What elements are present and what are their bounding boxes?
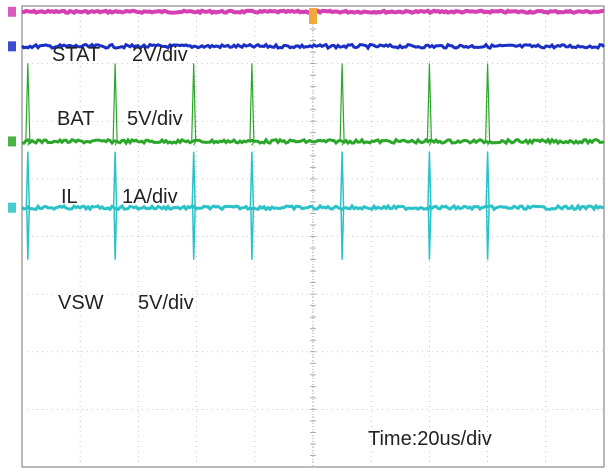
il-ground-marker: [8, 136, 16, 147]
bat-trace: [20, 42, 606, 51]
vsw-spike: [249, 151, 255, 260]
il-channel-name: IL: [61, 186, 78, 208]
il-channel-scale: 1A/div: [122, 186, 178, 208]
stat-channel-scale: 2V/div: [132, 44, 188, 66]
vsw-spike: [112, 151, 118, 260]
channel-markers: [8, 6, 317, 213]
il-spike: [426, 63, 433, 146]
bat-ground-marker: [8, 41, 16, 52]
il-spike: [25, 63, 31, 146]
vsw-spike: [485, 151, 490, 260]
vsw-spike: [191, 151, 196, 260]
timebase-label: Time:20us/div: [368, 428, 492, 450]
bat-channel-name: BAT: [57, 108, 95, 130]
stat-ground-marker: [8, 6, 16, 17]
graticule: [22, 5, 604, 468]
bat-channel-scale: 5V/div: [127, 108, 183, 130]
il-spike: [249, 63, 255, 146]
vsw-spike: [25, 151, 31, 260]
vsw-ground-marker: [8, 202, 16, 213]
vsw-channel-name: VSW: [58, 292, 104, 314]
il-spike: [191, 63, 197, 146]
stat-channel-name: STAT: [52, 44, 101, 66]
il-trace: [22, 137, 605, 146]
vsw-spike: [339, 151, 345, 260]
vsw-spike: [427, 151, 432, 260]
vsw-trace: [20, 203, 605, 212]
il-spike: [112, 63, 118, 146]
il-spike: [485, 63, 491, 146]
il-spike: [339, 63, 345, 146]
vsw-channel-scale: 5V/div: [138, 292, 194, 314]
trigger-marker: [309, 8, 317, 24]
